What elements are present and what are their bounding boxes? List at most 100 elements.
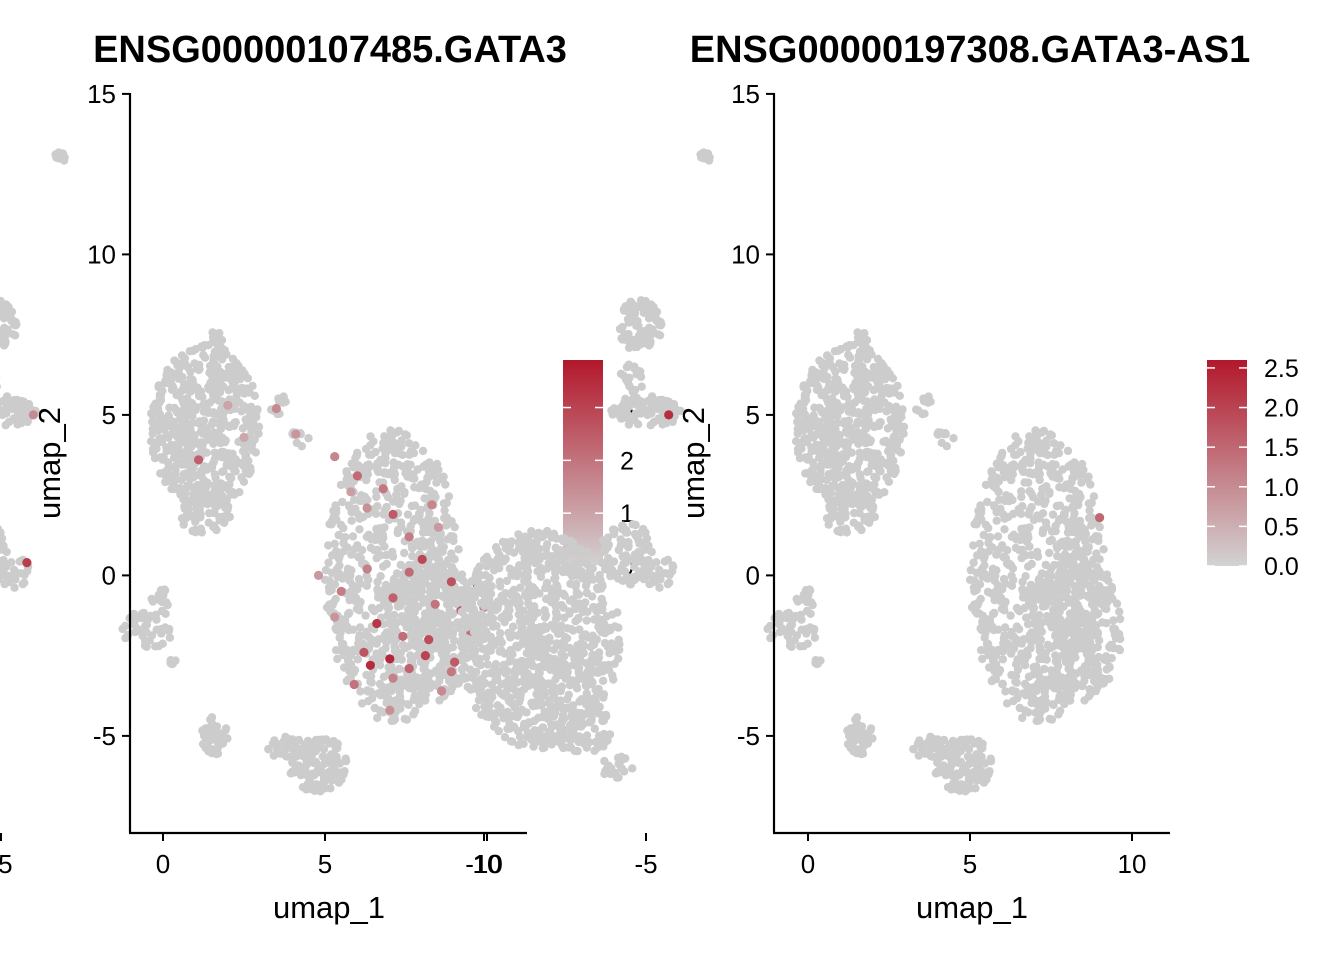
- cell-point: [419, 676, 428, 685]
- cell-point: [397, 436, 406, 445]
- cell-point: [650, 577, 659, 586]
- cell-point: [412, 639, 421, 648]
- cell-point: [480, 601, 489, 611]
- cell-point: [278, 746, 287, 755]
- cell-point: [211, 473, 220, 483]
- cell-point: [606, 640, 615, 650]
- cell-point: [382, 698, 391, 708]
- cell-point: [382, 502, 391, 512]
- cell-point: [502, 678, 511, 687]
- cell-point: [617, 402, 626, 412]
- cell-point: [318, 736, 327, 746]
- cell-point: [393, 528, 402, 538]
- cell-point: [459, 671, 468, 681]
- cell-point: [457, 596, 466, 605]
- expressing-cell-point: [362, 503, 372, 513]
- cell-point: [328, 762, 337, 771]
- cell-point: [205, 368, 215, 377]
- cell-point: [833, 346, 843, 355]
- cell-point: [270, 738, 280, 748]
- cell-point: [341, 533, 350, 542]
- cell-point: [364, 530, 373, 539]
- cell-point: [154, 590, 163, 600]
- cell-point: [597, 584, 606, 593]
- cell-point: [379, 588, 388, 597]
- cell-point: [355, 606, 364, 615]
- cell-point: [219, 467, 228, 476]
- cell-point: [536, 648, 545, 657]
- expressing-cell-point: [450, 657, 460, 667]
- cell-point: [395, 664, 404, 674]
- cell-point: [304, 781, 314, 790]
- cell-point: [570, 746, 579, 756]
- cell-point: [213, 730, 222, 740]
- cell-point: [373, 651, 382, 661]
- cell-point: [620, 567, 630, 576]
- cell-point: [610, 622, 620, 631]
- cell-point: [641, 528, 650, 537]
- cell-point: [231, 418, 240, 427]
- cell-point: [121, 633, 130, 643]
- cell-point: [517, 640, 526, 649]
- expressing-cell-point: [223, 400, 233, 410]
- expressing-cell-point: [365, 660, 375, 670]
- cell-point: [534, 667, 544, 676]
- cell-point: [594, 648, 604, 657]
- cell-point: [845, 353, 855, 362]
- cell-point: [319, 745, 329, 754]
- expressing-cell-point: [388, 673, 398, 683]
- cell-point: [406, 447, 416, 456]
- cell-point: [587, 716, 596, 726]
- cell-point: [521, 590, 530, 599]
- cell-point: [439, 623, 449, 632]
- cell-point: [627, 415, 637, 425]
- cell-point: [605, 556, 615, 566]
- cell-point: [552, 668, 561, 677]
- cell-point: [496, 646, 506, 655]
- cell-point: [408, 551, 417, 561]
- cell-point: [544, 559, 553, 568]
- x-axis-title: umap_1: [273, 890, 385, 925]
- cell-point: [232, 391, 241, 401]
- cell-point: [647, 392, 657, 401]
- cell-point: [230, 377, 239, 386]
- cell-point: [162, 443, 171, 452]
- cell-point: [187, 455, 197, 464]
- cell-point: [442, 569, 452, 578]
- cell-point: [151, 642, 160, 651]
- cell-point: [508, 622, 518, 631]
- cell-point: [147, 594, 156, 604]
- cell-point: [458, 655, 468, 664]
- cell-point: [553, 589, 562, 598]
- cell-point: [536, 565, 545, 575]
- cell-point: [395, 687, 404, 697]
- cell-point: [568, 595, 577, 604]
- cell-point: [566, 624, 576, 634]
- cell-point: [503, 707, 512, 717]
- cell-point: [566, 735, 575, 745]
- cell-point: [343, 656, 353, 665]
- cell-point: [0, 571, 9, 580]
- cell-point: [442, 600, 452, 609]
- cell-point: [192, 403, 202, 412]
- cell-point: [4, 327, 13, 336]
- colorbar-legend: 0123: [563, 360, 634, 581]
- scatter-points: [454, 148, 1125, 796]
- cell-point: [404, 700, 413, 709]
- cell-point: [466, 685, 475, 694]
- cell-point: [442, 521, 451, 530]
- cell-point: [477, 610, 486, 619]
- cell-point: [557, 534, 566, 543]
- cell-point: [357, 699, 367, 708]
- cell-point: [209, 408, 218, 417]
- cell-point: [382, 550, 391, 560]
- cell-point: [391, 447, 400, 456]
- cell-point: [343, 622, 352, 632]
- cell-point: [373, 577, 382, 587]
- cell-point: [485, 690, 494, 700]
- cell-point: [165, 633, 175, 642]
- cell-point: [195, 500, 204, 510]
- cell-point: [485, 557, 495, 566]
- cell-point: [379, 600, 389, 609]
